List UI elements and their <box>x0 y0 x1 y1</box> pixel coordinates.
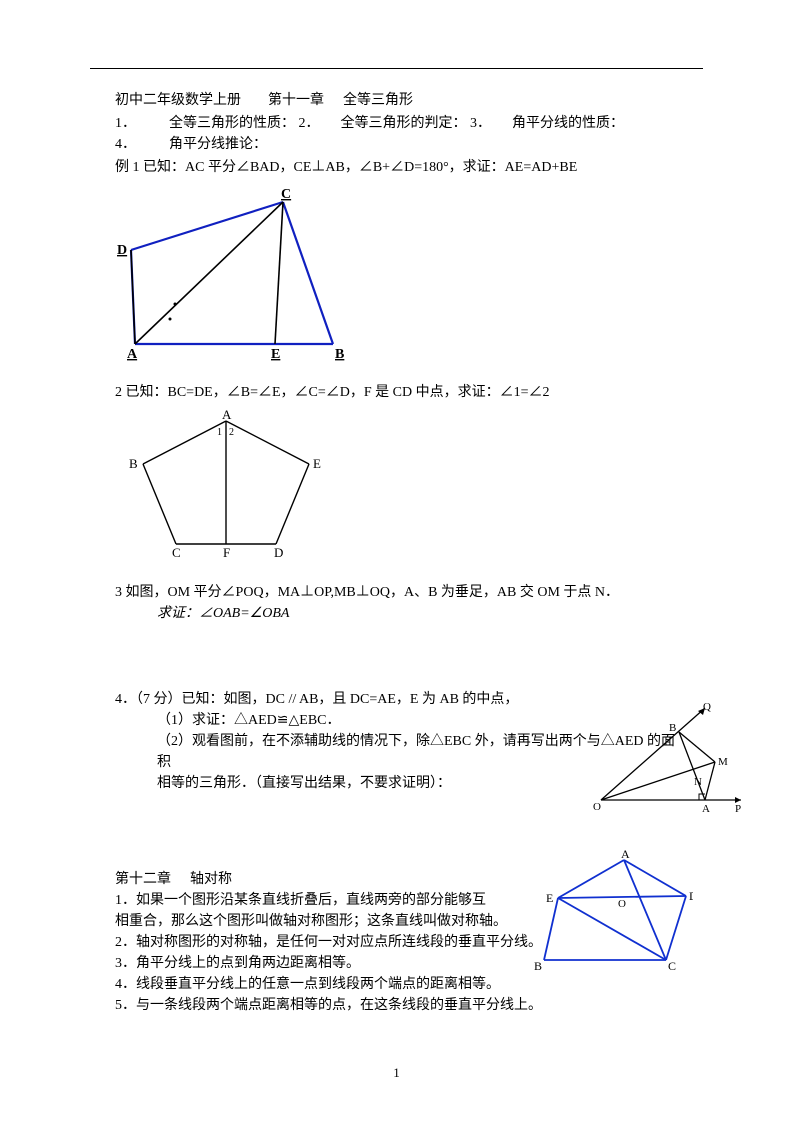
svg-text:B: B <box>534 959 542 970</box>
header-rule <box>90 68 703 69</box>
topic-1-num: 1． <box>115 116 136 131</box>
ch12-p5: 5．与一条线段两个端点距离相等的点，在这条线段的垂直平分线上。 <box>115 995 683 1016</box>
topic-1-text: 全等三角形的性质： <box>169 116 295 131</box>
ch12-p4: 4．线段垂直平分线上的任意一点到线段两个端点的距离相等。 <box>115 974 683 995</box>
book-title: 初中二年级数学上册 <box>115 93 241 108</box>
svg-text:C: C <box>281 187 291 202</box>
ex3-text-2: 求证：∠OAB=∠OBA <box>157 606 289 621</box>
svg-text:D: D <box>117 243 127 258</box>
ex1-figure: A B C D E <box>115 184 683 364</box>
ex3-line2: 求证：∠OAB=∠OBA <box>115 603 683 624</box>
svg-text:O: O <box>618 898 626 910</box>
svg-text:E: E <box>313 456 321 471</box>
topic-4-text: 角平分线推论： <box>169 137 267 152</box>
doc-title-line: 初中二年级数学上册 第十一章 全等三角形 <box>115 90 683 111</box>
svg-text:A: A <box>127 347 138 362</box>
svg-text:Q: Q <box>703 701 711 713</box>
chapter-label: 第十一章 <box>268 93 324 108</box>
svg-text:A: A <box>702 803 710 815</box>
svg-text:B: B <box>129 456 138 471</box>
ch12-name: 轴对称 <box>190 872 232 887</box>
page: 初中二年级数学上册 第十一章 全等三角形 1． 全等三角形的性质： 2． 全等三… <box>0 0 793 1122</box>
ex3-text-1: 3 如图，OM 平分∠POQ，MA⊥OP,MB⊥OQ，A、B 为垂足，AB 交 … <box>115 585 619 600</box>
svg-text:O: O <box>593 801 601 813</box>
ex1-text: 例 1 已知：AC 平分∠BAD，CE⊥AB，∠B+∠D=180°，求证：AE=… <box>115 157 683 178</box>
svg-text:A: A <box>222 409 232 422</box>
svg-text:2: 2 <box>229 427 234 438</box>
svg-text:E: E <box>271 347 280 362</box>
svg-text:1: 1 <box>217 427 222 438</box>
topic-2-text: 全等三角形的判定： <box>341 116 467 131</box>
svg-text:P: P <box>735 803 741 815</box>
svg-text:D: D <box>689 889 693 903</box>
ch12-label: 第十二章 <box>115 872 171 887</box>
svg-text:A: A <box>621 850 630 861</box>
topics-line-2: 4． 角平分线推论： <box>115 134 683 155</box>
ex4-text: 4．（7 分）已知：如图，DC // AB，且 DC=AE，E 为 AB 的中点… <box>115 692 518 707</box>
topic-3-text: 角平分线的性质： <box>512 116 624 131</box>
svg-text:F: F <box>223 545 230 560</box>
svg-text:B: B <box>669 722 676 734</box>
svg-text:E: E <box>546 891 553 905</box>
ex4-figure: A D C B E O <box>528 850 693 970</box>
svg-text:B: B <box>335 347 344 362</box>
ex3-figure: O P Q A B M N <box>593 700 743 815</box>
page-number: 1 <box>0 1063 793 1083</box>
svg-text:N: N <box>694 776 702 788</box>
svg-text:D: D <box>274 545 283 560</box>
chapter-title: 全等三角形 <box>343 93 413 108</box>
topic-2-num: 2． <box>299 116 320 131</box>
topic-4-num: 4． <box>115 137 136 152</box>
ex2-text: 2 已知：BC=DE，∠B=∠E，∠C=∠D，F 是 CD 中点，求证：∠1=∠… <box>115 382 683 403</box>
ex2-figure: A B E C D F 12 <box>121 409 683 564</box>
svg-text:C: C <box>172 545 181 560</box>
topics-line-1: 1． 全等三角形的性质： 2． 全等三角形的判定： 3． 角平分线的性质： <box>115 113 683 134</box>
ex3-line1: 3 如图，OM 平分∠POQ，MA⊥OP,MB⊥OQ，A、B 为垂足，AB 交 … <box>115 582 683 603</box>
svg-text:C: C <box>668 959 676 970</box>
topic-3-num: 3． <box>470 116 491 131</box>
svg-text:M: M <box>718 756 728 768</box>
